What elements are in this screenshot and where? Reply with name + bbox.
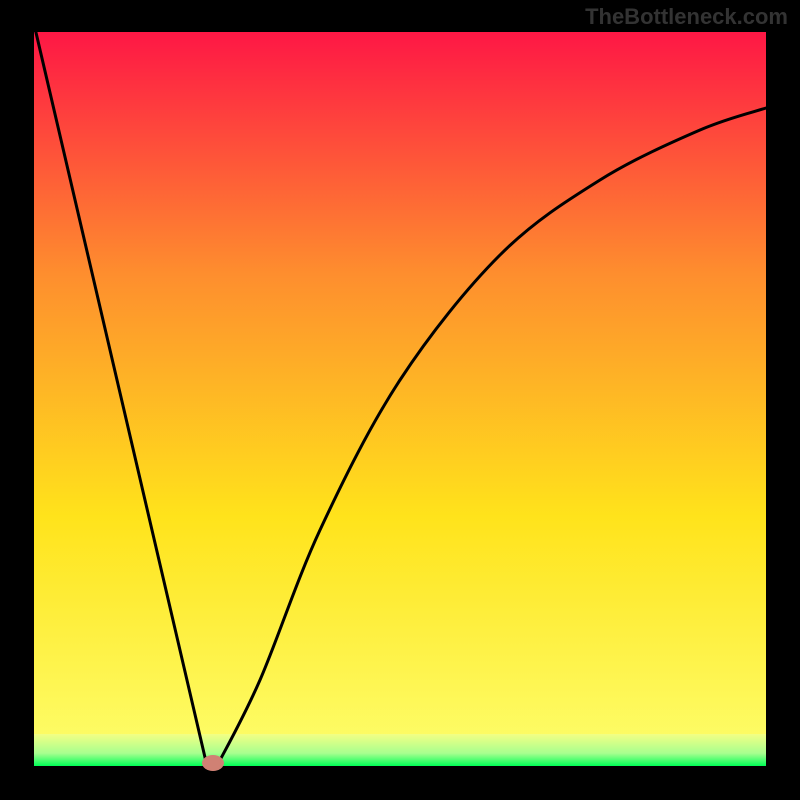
- bottom-green-band: [34, 734, 766, 766]
- chart-container: TheBottleneck.com: [0, 0, 800, 800]
- plot-area: [34, 32, 766, 766]
- watermark-text: TheBottleneck.com: [585, 4, 788, 30]
